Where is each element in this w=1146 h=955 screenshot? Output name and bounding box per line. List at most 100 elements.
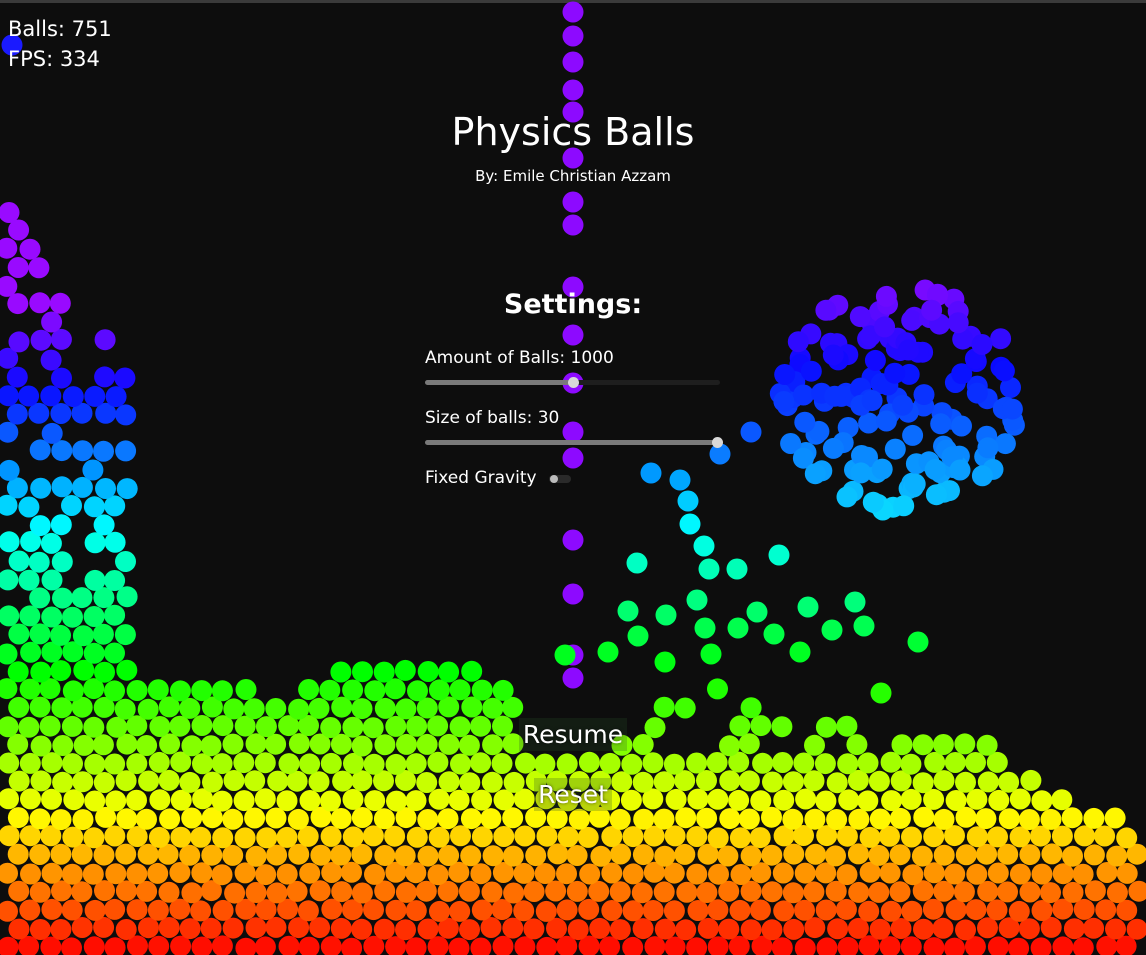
amount-of-balls-slider[interactable] <box>425 377 720 388</box>
ball <box>116 586 138 608</box>
ball <box>330 808 352 829</box>
ball <box>437 880 459 902</box>
ball <box>0 347 19 369</box>
ball <box>1126 918 1146 940</box>
ball <box>750 862 772 884</box>
ball <box>212 899 234 921</box>
ball <box>373 770 394 792</box>
ball <box>84 899 106 921</box>
ball <box>0 678 18 700</box>
resume-button[interactable]: Resume <box>0 718 1146 751</box>
ball <box>71 696 93 718</box>
size-slider-knob[interactable] <box>712 437 724 448</box>
amount-slider-knob[interactable] <box>567 377 579 388</box>
ball <box>566 845 588 866</box>
ball <box>0 788 19 810</box>
ball <box>556 753 578 775</box>
ball <box>298 936 320 955</box>
ball <box>7 257 29 278</box>
ball <box>900 753 922 775</box>
size-of-balls-slider[interactable] <box>425 437 724 448</box>
ball <box>82 459 104 481</box>
ball <box>772 862 794 884</box>
ball <box>1115 935 1137 955</box>
ball <box>181 807 203 829</box>
ball <box>62 753 83 775</box>
ball <box>568 808 590 830</box>
ball <box>482 734 504 756</box>
ball <box>29 587 51 609</box>
ball <box>417 661 439 682</box>
ball <box>331 881 353 903</box>
ball <box>50 624 71 646</box>
ball <box>83 496 105 518</box>
ball <box>964 936 986 955</box>
ball <box>858 412 880 434</box>
ball <box>601 826 623 847</box>
ball <box>136 880 158 902</box>
ball <box>921 299 943 321</box>
ball <box>653 771 675 793</box>
ball <box>40 532 62 554</box>
ball <box>396 733 417 755</box>
ball <box>449 900 471 922</box>
ball <box>632 918 654 940</box>
ball <box>794 862 816 884</box>
ball <box>622 826 644 848</box>
ball <box>913 918 934 940</box>
ball <box>224 882 246 904</box>
ball <box>28 551 50 573</box>
ball <box>450 753 471 775</box>
ball <box>815 862 837 884</box>
ball <box>50 328 72 350</box>
ball <box>577 826 599 848</box>
ball <box>104 825 126 847</box>
reset-button[interactable]: Reset <box>0 778 1146 811</box>
ball <box>147 899 169 921</box>
size-slider-fill <box>425 440 718 445</box>
ball <box>750 715 772 737</box>
ball <box>621 753 643 775</box>
ball <box>848 881 870 903</box>
ball <box>320 825 342 847</box>
ball <box>169 715 191 737</box>
ball <box>514 936 536 955</box>
ball <box>975 808 997 830</box>
ball <box>1074 825 1095 847</box>
ball <box>686 863 708 885</box>
ball <box>373 808 395 830</box>
ball <box>94 366 116 388</box>
ball <box>222 844 244 866</box>
ball <box>686 937 708 955</box>
ball <box>72 625 94 647</box>
ball <box>492 715 513 737</box>
ball <box>738 808 760 830</box>
ball <box>653 696 675 718</box>
ball <box>190 900 212 922</box>
fixed-gravity-toggle[interactable] <box>549 475 571 483</box>
ball <box>62 680 84 702</box>
ball <box>158 881 180 903</box>
ball <box>824 385 846 407</box>
ball <box>41 862 63 884</box>
ball <box>395 881 417 903</box>
ball <box>752 752 774 774</box>
ball <box>50 809 72 831</box>
ball <box>428 788 450 810</box>
ball <box>955 806 977 828</box>
ball <box>880 751 902 773</box>
ball <box>288 843 310 865</box>
ball <box>373 918 395 940</box>
ball <box>966 788 988 810</box>
ball <box>147 679 169 701</box>
ball <box>105 790 127 812</box>
ball <box>923 826 945 848</box>
ball <box>729 827 751 849</box>
ball <box>104 937 126 955</box>
ball <box>94 661 115 683</box>
ball <box>675 919 697 941</box>
ball <box>966 863 988 885</box>
ball <box>862 491 884 513</box>
